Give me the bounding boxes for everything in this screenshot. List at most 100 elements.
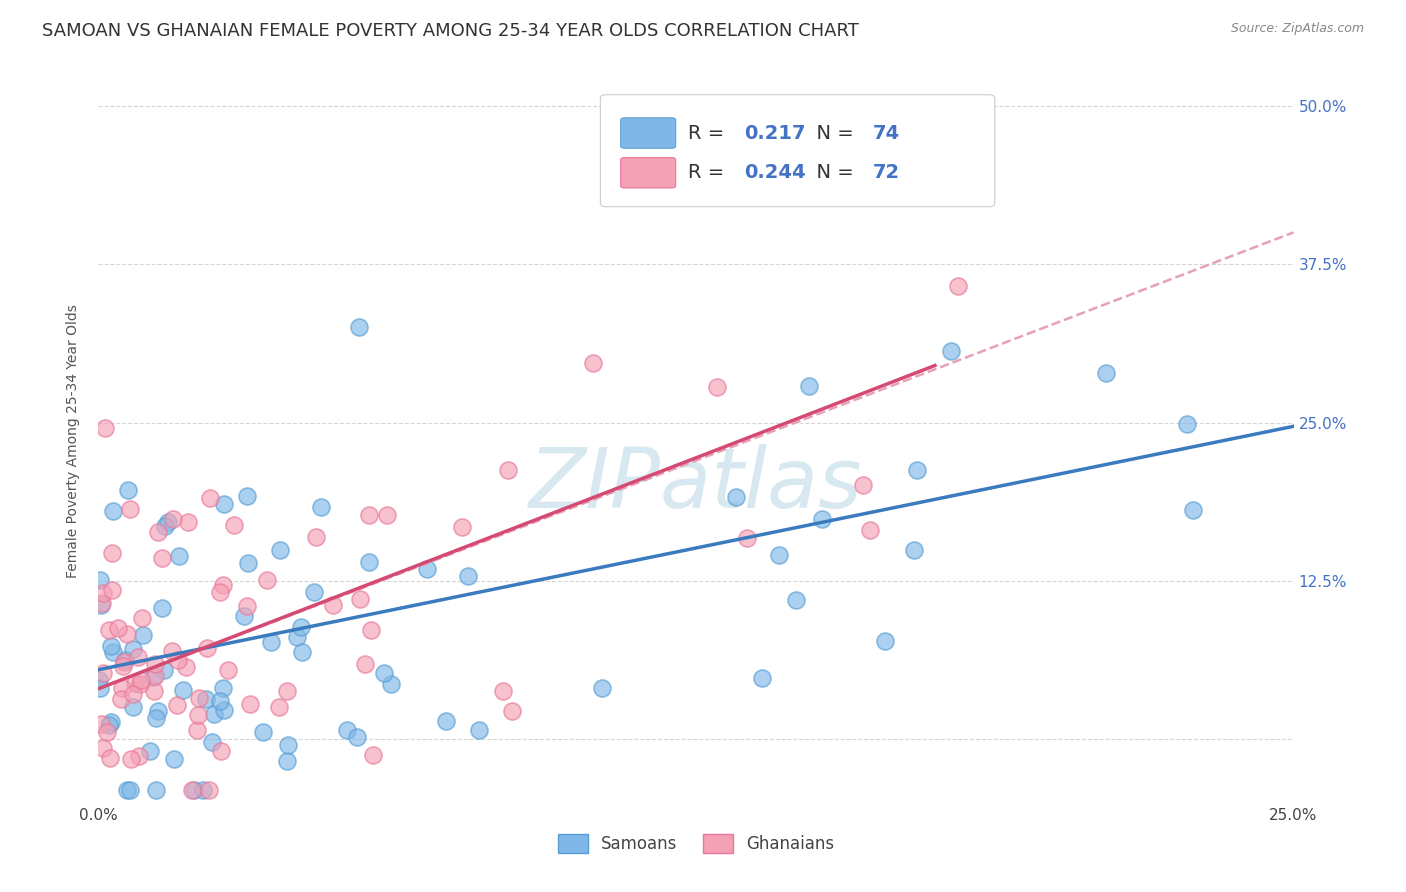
Point [336, 723, 359, 737]
Point [156, 515, 179, 529]
Point [98, 623, 121, 637]
Point [101, 644, 124, 658]
Point [859, 523, 882, 537]
Point [305, 530, 328, 544]
Point [110, 691, 132, 706]
Point [498, 462, 520, 476]
Point [167, 653, 190, 667]
Point [153, 663, 176, 677]
Text: SAMOAN VS GHANAIAN FEMALE POVERTY AMONG 25-34 YEAR OLDS CORRELATION CHART: SAMOAN VS GHANAIAN FEMALE POVERTY AMONG … [42, 22, 859, 40]
Point [290, 620, 312, 634]
Point [212, 703, 235, 717]
Point [347, 320, 370, 334]
Point [212, 681, 235, 696]
Point [115, 627, 138, 641]
Point [117, 483, 139, 497]
Point [277, 738, 299, 752]
Point [100, 714, 122, 729]
Point [94, 421, 117, 435]
Point [209, 585, 232, 599]
Point [1094, 366, 1116, 380]
Point [501, 704, 523, 718]
Point [181, 783, 204, 797]
Point [322, 599, 344, 613]
Point [128, 749, 150, 764]
Point [177, 515, 200, 529]
Point [174, 660, 197, 674]
Point [91, 595, 114, 609]
Point [946, 278, 969, 293]
Point [121, 641, 143, 656]
Point [354, 657, 377, 671]
Point [416, 562, 439, 576]
Point [285, 630, 308, 644]
Point [87, 673, 110, 687]
Point [222, 518, 245, 533]
Point [276, 684, 298, 698]
Point [150, 601, 173, 615]
FancyBboxPatch shape [600, 95, 995, 207]
Point [201, 735, 224, 749]
Text: 0.244: 0.244 [744, 163, 806, 182]
Point [186, 723, 208, 738]
Point [768, 548, 790, 562]
Point [939, 344, 962, 359]
Point [90, 598, 112, 612]
Point [457, 568, 479, 582]
Point [276, 754, 298, 768]
Point [195, 641, 218, 656]
Point [187, 708, 209, 723]
Point [103, 504, 125, 518]
Point [267, 700, 290, 714]
Point [132, 628, 155, 642]
Point [100, 582, 122, 597]
Y-axis label: Female Poverty Among 25-34 Year Olds: Female Poverty Among 25-34 Year Olds [66, 304, 80, 579]
Point [150, 551, 173, 566]
Point [131, 611, 153, 625]
Point [269, 542, 291, 557]
Point [162, 512, 184, 526]
Text: Source: ZipAtlas.com: Source: ZipAtlas.com [1230, 22, 1364, 36]
Point [492, 684, 515, 698]
Point [112, 655, 135, 669]
Point [89, 681, 111, 696]
Text: N =: N = [804, 163, 859, 182]
Point [706, 380, 728, 394]
Text: R =: R = [688, 163, 730, 182]
Point [785, 593, 807, 607]
Text: ZIPatlas: ZIPatlas [529, 444, 863, 525]
Point [209, 694, 232, 708]
Point [191, 783, 214, 797]
Point [873, 633, 896, 648]
Point [120, 783, 142, 797]
Point [198, 783, 221, 797]
Point [146, 524, 169, 539]
Point [120, 751, 142, 765]
Point [145, 783, 167, 797]
Point [101, 546, 124, 560]
FancyBboxPatch shape [620, 158, 676, 188]
Point [127, 650, 149, 665]
Text: R =: R = [688, 123, 730, 143]
Point [380, 677, 402, 691]
Point [468, 723, 491, 737]
Point [91, 665, 114, 680]
Point [751, 672, 773, 686]
Point [107, 621, 129, 635]
Point [167, 549, 190, 563]
Point [211, 578, 233, 592]
Point [129, 677, 152, 691]
Point [256, 574, 278, 588]
Point [359, 508, 381, 522]
Point [375, 508, 398, 523]
Point [187, 691, 209, 706]
Point [163, 752, 186, 766]
Point [737, 532, 759, 546]
Point [143, 657, 166, 672]
Point [172, 683, 194, 698]
Point [260, 635, 283, 649]
Point [349, 592, 371, 607]
Point [202, 707, 225, 722]
Point [239, 697, 262, 711]
Text: 72: 72 [873, 163, 900, 182]
